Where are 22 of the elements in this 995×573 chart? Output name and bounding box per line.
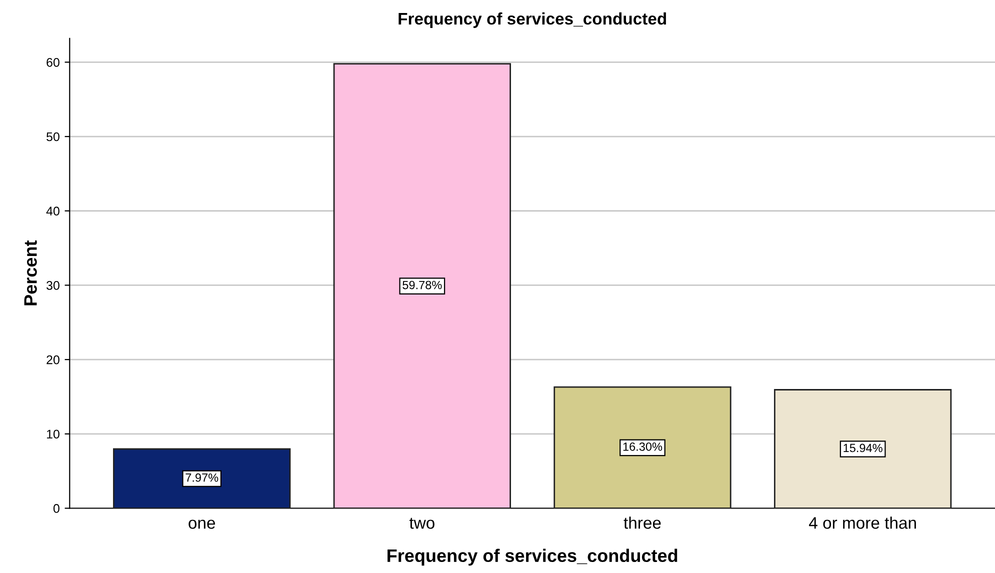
y-axis-title: Percent bbox=[24, 240, 37, 306]
bar bbox=[774, 389, 952, 508]
bar bbox=[113, 448, 291, 508]
x-tick-label: one bbox=[188, 520, 216, 529]
x-tick-label: 4 or more than bbox=[809, 516, 916, 529]
y-tick-label: 50 bbox=[46, 132, 60, 142]
y-tick-label: 20 bbox=[46, 355, 60, 364]
y-tick-label: 40 bbox=[46, 206, 60, 216]
bar bbox=[554, 386, 732, 508]
data-label: 59.78% bbox=[402, 280, 442, 290]
chart-title: Frequency of services_conducted bbox=[398, 12, 666, 28]
data-label: 7.97% bbox=[186, 473, 218, 482]
x-axis-title: Frequency of services_conducted bbox=[388, 548, 678, 566]
bar bbox=[333, 63, 511, 508]
x-tick-label: three bbox=[624, 516, 661, 529]
y-tick-label: 0 bbox=[53, 504, 60, 513]
data-label: 16.30% bbox=[623, 442, 662, 451]
data-label: 15.94% bbox=[844, 444, 882, 452]
y-tick-label: 10 bbox=[46, 430, 60, 439]
y-tick-label: 30 bbox=[46, 281, 60, 290]
x-tick-label: two bbox=[409, 518, 434, 529]
y-tick-label: 60 bbox=[46, 58, 60, 67]
